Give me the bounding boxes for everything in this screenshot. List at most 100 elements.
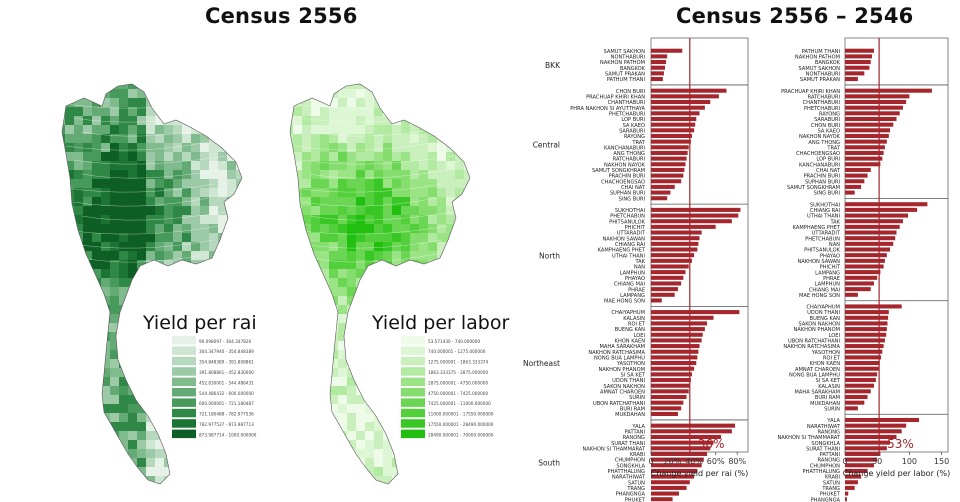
- bar-central-2: [845, 99, 907, 105]
- category-label: KAMPHAENG PHET: [598, 248, 646, 254]
- bar-central-10: [845, 145, 885, 150]
- category-label: KANCHANABURI: [799, 162, 840, 168]
- bar-bkk-5: [845, 77, 858, 82]
- bar-northeast-6: [845, 338, 885, 343]
- legend-swatch: [172, 408, 196, 418]
- x-tick-label: 20%: [664, 457, 682, 466]
- category-label: CHANTHABURI: [803, 100, 840, 106]
- category-label: PHRAE: [823, 276, 840, 282]
- bar-north-15: [845, 287, 871, 292]
- legend-label: 391.808861 - 452.830000: [199, 370, 254, 375]
- bar-north-2: [845, 213, 909, 218]
- x-tick-label: 50: [872, 457, 882, 466]
- category-label: NAKHON PHANOM: [598, 367, 645, 373]
- legend-label: 90.098097 - 304.347826: [199, 339, 251, 344]
- bar-central-8: [845, 133, 889, 138]
- bar-north-1: [845, 207, 918, 212]
- bar-northeast-0: [845, 304, 902, 309]
- bar-northeast-9: [651, 361, 697, 366]
- bar-northeast-18: [651, 411, 678, 417]
- category-label: CHACHOENGSAO: [601, 179, 645, 185]
- category-label: PHAYAO: [625, 276, 645, 282]
- category-label: SURAT THANI: [611, 441, 645, 447]
- bar-bkk-3: [651, 65, 666, 70]
- category-label: SAMUT SONGKHRAM: [787, 185, 840, 191]
- category-label: AMNAT CHAROEN: [795, 367, 840, 373]
- category-label: KANCHANABURI: [604, 145, 645, 151]
- bar-northeast-6: [651, 344, 700, 349]
- legend-swatch: [172, 336, 196, 345]
- category-label: SATUN: [628, 480, 645, 486]
- category-label: NAN: [829, 242, 840, 248]
- category-label: BUENG KAN: [615, 327, 646, 333]
- bar-northeast-14: [651, 389, 689, 394]
- bar-south-6: [651, 457, 704, 462]
- bar-northeast-5: [845, 332, 887, 337]
- bar-northeast-4: [651, 332, 703, 337]
- bar-south-2: [845, 429, 902, 434]
- bar-south-12: [651, 491, 680, 496]
- category-label: CHAI NAT: [621, 185, 646, 191]
- category-label: PHETCHABUN: [805, 236, 840, 242]
- bar-bkk-2: [845, 60, 871, 65]
- bar-bkk-1: [845, 54, 873, 59]
- legend-label: 721.180488 - 782.977536: [199, 412, 254, 417]
- bar-north-16: [845, 292, 858, 297]
- bar-north-9: [651, 258, 692, 263]
- category-label: NONTHABURI: [806, 72, 840, 78]
- category-label: AMNAT CHAROEN: [600, 389, 645, 395]
- category-label: NAKHON PATHOM: [795, 55, 840, 61]
- bar-bkk-2: [651, 60, 667, 65]
- bar-south-11: [651, 485, 687, 490]
- category-label: SUPHAN BURI: [805, 179, 840, 185]
- category-label: NARATHIWAT: [612, 475, 646, 481]
- bar-north-1: [651, 213, 739, 218]
- bar-north-3: [845, 219, 903, 224]
- category-label: UTHAI THANI: [807, 214, 840, 220]
- bar-north-10: [651, 264, 689, 269]
- category-label: SAMUT PRAKAN: [800, 77, 840, 83]
- bar-northeast-16: [651, 400, 684, 405]
- category-label: SA KAEO: [623, 123, 645, 129]
- bar-north-14: [651, 287, 678, 292]
- bar-south-13: [651, 497, 673, 502]
- legend-label: 17550.000001 - 28490.000000: [428, 422, 494, 427]
- bar-central-0: [845, 88, 932, 93]
- bar-north-12: [845, 270, 881, 275]
- bar-central-13: [845, 162, 881, 167]
- x-tick-label: 100: [902, 457, 917, 466]
- bar-central-18: [845, 190, 855, 195]
- bar-south-4: [845, 440, 891, 445]
- category-label: NAKHON NAYOK: [604, 162, 646, 168]
- bar-central-15: [845, 173, 868, 178]
- bar-central-7: [845, 128, 891, 133]
- category-label: CHANTHABURI: [608, 100, 645, 106]
- legend-label: 1275.000001 - 1863.333374: [428, 360, 488, 365]
- bar-south-6: [845, 451, 881, 456]
- bar-north-5: [845, 230, 897, 235]
- category-label: PHRAE: [628, 287, 645, 293]
- category-label: SUPHAN BURI: [610, 191, 645, 197]
- legend-label: 53.571430 - 740.000000: [428, 339, 480, 344]
- bar-northeast-7: [651, 349, 699, 354]
- legend-swatch: [172, 398, 196, 407]
- bar-central-12: [845, 156, 883, 161]
- bar-central-12: [651, 156, 687, 161]
- category-label: BANGKOK: [815, 60, 841, 66]
- legend-swatch: [401, 408, 425, 418]
- bar-north-6: [651, 241, 699, 246]
- bar-central-16: [845, 179, 865, 184]
- bar-bkk-3: [845, 65, 870, 70]
- bar-south-9: [651, 474, 695, 479]
- category-label: PHITSANULOK: [609, 219, 646, 225]
- category-label: TAK: [634, 259, 645, 265]
- category-label: KALASIN: [818, 384, 840, 390]
- bar-central-11: [845, 150, 884, 155]
- bar-south-1: [845, 423, 907, 428]
- category-label: CHON BURI: [616, 89, 645, 95]
- category-label: NONTHABURI: [611, 55, 645, 61]
- category-label: UBON RATCHATHANI: [788, 339, 840, 345]
- bar-north-7: [651, 247, 698, 252]
- category-label: KRABI: [630, 452, 645, 458]
- category-label: RANONG: [818, 458, 840, 464]
